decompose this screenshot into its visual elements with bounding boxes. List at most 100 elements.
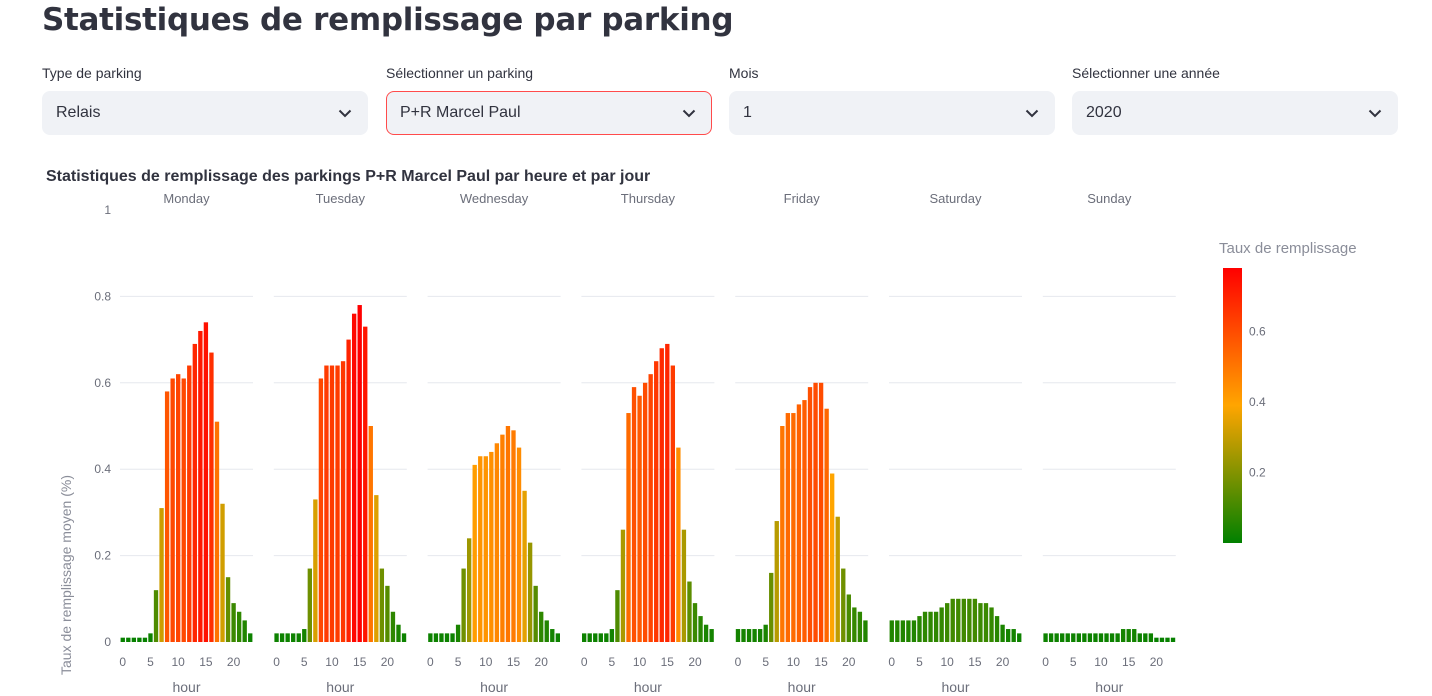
bar[interactable] xyxy=(1137,633,1142,642)
bar[interactable] xyxy=(148,633,153,642)
bar[interactable] xyxy=(620,529,626,642)
bar[interactable] xyxy=(220,503,225,642)
bar[interactable] xyxy=(296,633,301,642)
bar[interactable] xyxy=(1120,629,1126,642)
bar[interactable] xyxy=(780,426,785,642)
bar[interactable] xyxy=(911,620,917,642)
bar[interactable] xyxy=(170,378,175,642)
bar[interactable] xyxy=(763,624,768,642)
bar[interactable] xyxy=(368,426,373,642)
bar[interactable] xyxy=(654,361,659,642)
bar[interactable] xyxy=(752,629,757,642)
bar[interactable] xyxy=(379,568,385,642)
bar[interactable] xyxy=(807,387,813,642)
select-mois[interactable]: 1 xyxy=(729,91,1055,135)
bar[interactable] xyxy=(609,629,615,642)
bar[interactable] xyxy=(1005,629,1011,642)
bar[interactable] xyxy=(516,447,522,642)
bar[interactable] xyxy=(1159,637,1165,642)
bar[interactable] xyxy=(917,616,922,642)
bar[interactable] xyxy=(604,633,609,642)
bar[interactable] xyxy=(1093,633,1098,642)
bar[interactable] xyxy=(340,361,346,642)
bar[interactable] xyxy=(489,451,494,642)
bar[interactable] xyxy=(841,568,846,642)
bar[interactable] xyxy=(522,490,527,642)
bar[interactable] xyxy=(137,637,142,642)
bar[interactable] xyxy=(835,516,840,642)
bar[interactable] xyxy=(587,633,592,642)
bar[interactable] xyxy=(582,633,587,642)
bar[interactable] xyxy=(928,611,933,642)
bar[interactable] xyxy=(900,620,906,642)
select-parking[interactable]: P+R Marcel Paul xyxy=(386,91,712,135)
bar[interactable] xyxy=(335,365,340,642)
bar[interactable] xyxy=(703,624,709,642)
bar[interactable] xyxy=(741,629,746,642)
bar[interactable] xyxy=(933,611,939,642)
bar[interactable] xyxy=(433,633,439,642)
bar[interactable] xyxy=(324,365,329,642)
bar[interactable] xyxy=(1065,633,1070,642)
bar[interactable] xyxy=(120,637,125,642)
bar[interactable] xyxy=(1143,633,1148,642)
bar[interactable] xyxy=(176,374,181,642)
bar[interactable] xyxy=(142,637,148,642)
bar[interactable] xyxy=(1017,633,1022,642)
bar[interactable] xyxy=(1154,637,1159,642)
bar[interactable] xyxy=(329,365,335,642)
bar[interactable] xyxy=(164,391,170,642)
bar[interactable] xyxy=(593,633,598,642)
bar[interactable] xyxy=(203,322,209,642)
bar[interactable] xyxy=(214,421,220,642)
bar[interactable] xyxy=(906,620,911,642)
bar[interactable] xyxy=(791,413,796,642)
bar[interactable] xyxy=(126,637,131,642)
bar[interactable] xyxy=(956,598,961,642)
bar[interactable] xyxy=(830,473,835,642)
bar[interactable] xyxy=(466,538,472,642)
bar[interactable] xyxy=(153,590,159,642)
bar[interactable] xyxy=(631,387,637,642)
bar[interactable] xyxy=(187,365,192,642)
bar[interactable] xyxy=(1043,633,1048,642)
bar[interactable] xyxy=(659,348,664,642)
bar[interactable] xyxy=(642,382,648,642)
bar[interactable] xyxy=(198,330,203,642)
bar[interactable] xyxy=(483,456,488,642)
bar[interactable] xyxy=(846,594,851,642)
bar[interactable] xyxy=(313,499,318,642)
bar[interactable] xyxy=(1148,633,1154,642)
bar[interactable] xyxy=(857,611,863,642)
bar[interactable] xyxy=(539,611,544,642)
bar[interactable] xyxy=(1132,629,1137,642)
bar[interactable] xyxy=(1126,629,1131,642)
bar[interactable] xyxy=(550,629,555,642)
bar[interactable] xyxy=(895,620,900,642)
bar[interactable] xyxy=(774,521,779,642)
bar[interactable] xyxy=(279,633,285,642)
bar[interactable] xyxy=(972,598,978,642)
bar[interactable] xyxy=(302,629,307,642)
bar[interactable] xyxy=(533,585,538,642)
bar[interactable] xyxy=(922,611,928,642)
bar[interactable] xyxy=(1109,633,1115,642)
bar[interactable] xyxy=(989,607,994,642)
bar[interactable] xyxy=(769,572,774,642)
bar[interactable] xyxy=(1098,633,1104,642)
bar[interactable] xyxy=(455,624,461,642)
bar[interactable] xyxy=(824,408,829,642)
bar[interactable] xyxy=(676,447,681,642)
bar[interactable] xyxy=(983,603,989,642)
bar[interactable] xyxy=(231,603,236,642)
bar[interactable] xyxy=(461,568,466,642)
bar[interactable] xyxy=(225,577,231,642)
bar[interactable] xyxy=(450,633,455,642)
bar[interactable] xyxy=(274,633,279,642)
bar[interactable] xyxy=(472,464,477,642)
bar[interactable] xyxy=(681,529,687,642)
bar[interactable] xyxy=(1087,633,1093,642)
bar[interactable] xyxy=(248,633,253,642)
bar[interactable] xyxy=(1170,637,1176,642)
bar[interactable] xyxy=(192,343,197,642)
